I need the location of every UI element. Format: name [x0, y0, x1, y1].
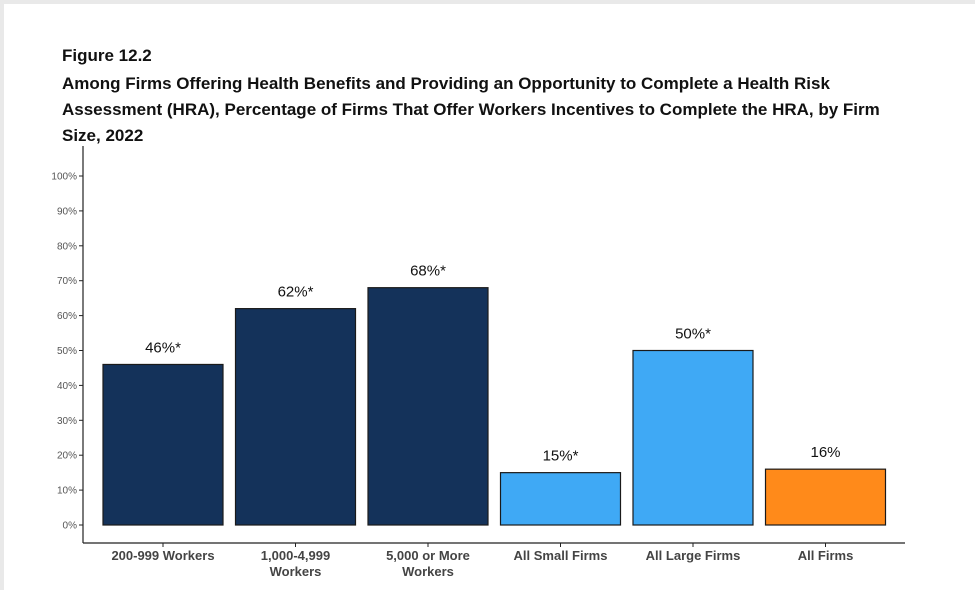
- bar: [632, 349, 754, 526]
- y-tick-label: 80%: [57, 241, 77, 252]
- y-tick-label: 20%: [57, 451, 77, 462]
- data-label: 62%*: [278, 284, 314, 301]
- x-tick-label: All Small Firms: [514, 548, 608, 563]
- bar: [764, 468, 887, 526]
- y-tick-label: 0%: [63, 521, 78, 532]
- chart-title: Among Firms Offering Health Benefits and…: [62, 74, 880, 145]
- data-label: 68%*: [410, 263, 446, 280]
- figure-label: Figure 12.2: [62, 46, 152, 65]
- x-tick-label: 5,000 or More Workers: [386, 548, 470, 579]
- y-tick-label: 90%: [57, 206, 77, 217]
- x-tick-label: 200-999 Workers: [111, 548, 214, 563]
- bar: [499, 472, 622, 526]
- data-label: 16%: [810, 444, 840, 461]
- y-tick-label: 30%: [57, 416, 77, 427]
- x-tick-label: All Firms: [798, 548, 854, 563]
- data-label: 50%*: [675, 326, 711, 343]
- bar: [234, 308, 357, 526]
- bar: [367, 287, 489, 526]
- y-tick-label: 40%: [57, 381, 77, 392]
- data-label: 15%*: [543, 448, 579, 465]
- y-tick-label: 10%: [57, 486, 77, 497]
- y-tick-label: 70%: [57, 276, 77, 287]
- y-tick-label: 100%: [51, 172, 77, 183]
- y-tick-label: 60%: [57, 311, 77, 322]
- bar: [102, 363, 224, 526]
- x-tick-label: All Large Firms: [646, 548, 741, 563]
- data-label: 46%*: [145, 339, 181, 356]
- y-tick-label: 50%: [57, 346, 77, 357]
- x-tick-label: 1,000-4,999 Workers: [261, 548, 330, 579]
